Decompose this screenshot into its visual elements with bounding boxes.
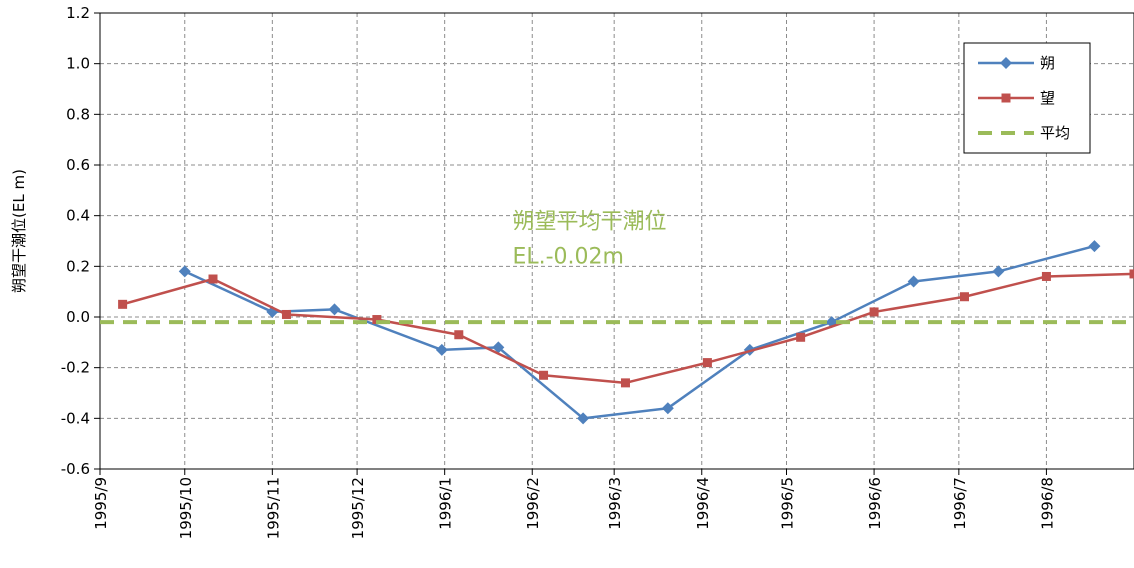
- y-tick-label: 1.0: [66, 55, 90, 73]
- x-tick-label: 1996/4: [694, 477, 712, 530]
- annotation-line2: EL.-0.02m: [512, 244, 624, 269]
- data-point-square: [1129, 269, 1134, 279]
- data-point-diamond: [328, 303, 341, 316]
- x-tick-label: 1996/6: [866, 477, 884, 530]
- data-point-square: [620, 378, 630, 388]
- data-point-square: [702, 358, 712, 368]
- data-point-square: [454, 330, 464, 340]
- axis-ticks: -0.6 -0.4 -0.2 0.0 0.2 0.4 0.6 0.8 1.0 1.2 1995/9 1…: [61, 4, 1057, 539]
- legend-marker: [1000, 57, 1012, 69]
- y-tick-label: -0.4: [61, 409, 90, 427]
- series-layer: [100, 240, 1134, 425]
- y-axis-label: 朔望干潮位(EL m): [10, 169, 28, 293]
- data-point-diamond: [661, 402, 674, 415]
- x-tick-label: 1996/5: [779, 477, 797, 530]
- x-tick-label: 1995/11: [264, 477, 282, 539]
- legend-label: 平均: [1040, 124, 1070, 142]
- x-tick-label: 1995/9: [92, 477, 110, 530]
- data-point-square: [208, 274, 218, 284]
- data-point-square: [959, 292, 969, 302]
- legend-label: 朔: [1040, 54, 1055, 72]
- y-tick-label: 0.8: [66, 105, 90, 123]
- legend-label: 望: [1040, 89, 1055, 107]
- data-point-square: [118, 299, 128, 309]
- data-point-diamond: [992, 265, 1005, 278]
- y-tick-label: 0.0: [66, 308, 90, 326]
- data-point-diamond: [1088, 240, 1101, 253]
- data-point-square: [796, 332, 806, 342]
- grid: [100, 13, 1134, 469]
- series-line: [184, 244, 1095, 420]
- annotation-line1: 朔望平均干潮位: [512, 209, 666, 234]
- x-tick-label: 1996/1: [437, 477, 455, 530]
- y-tick-label: 1.2: [66, 4, 90, 22]
- y-tick-label: 0.2: [66, 257, 90, 275]
- y-tick-label: 0.4: [66, 207, 90, 225]
- data-point-diamond: [435, 343, 448, 356]
- y-tick-label: 0.6: [66, 156, 90, 174]
- legend-marker: [1001, 93, 1011, 103]
- data-point-square: [539, 370, 549, 380]
- legend: 朔望平均: [963, 42, 1091, 154]
- data-point-square: [1041, 271, 1051, 281]
- x-tick-label: 1996/3: [606, 477, 624, 530]
- data-point-diamond: [492, 341, 505, 354]
- data-point-diamond: [907, 275, 920, 288]
- y-tick-label: -0.2: [61, 359, 90, 377]
- plot-area: [99, 12, 1134, 470]
- x-tick-label: 1996/8: [1038, 477, 1056, 530]
- data-point-square: [281, 309, 291, 319]
- data-point-square: [869, 307, 879, 317]
- x-tick-label: 1996/7: [951, 477, 969, 530]
- x-tick-label: 1995/10: [177, 477, 195, 539]
- series-line: [122, 272, 1134, 385]
- data-point-diamond: [178, 265, 191, 278]
- x-tick-label: 1995/12: [349, 477, 367, 539]
- data-point-square: [372, 315, 382, 325]
- y-tick-label: -0.6: [61, 460, 90, 478]
- x-tick-label: 1996/2: [524, 477, 542, 530]
- data-point-diamond: [577, 412, 590, 425]
